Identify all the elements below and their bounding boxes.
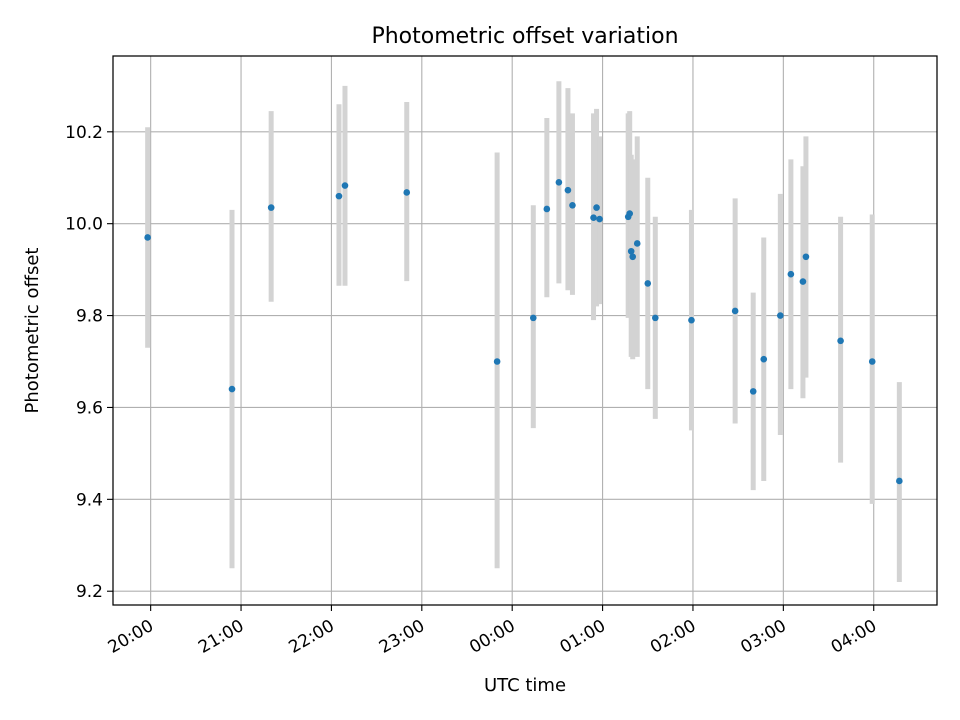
data-point [627,247,635,255]
data-point [868,358,876,365]
data-point [493,358,501,365]
data-point [228,385,236,393]
data-point [341,182,349,189]
y-tick-label: 9.6 [76,398,103,418]
data-point [749,388,757,395]
y-tick-label: 10.0 [65,215,103,235]
data-point [799,278,807,285]
data-point [896,477,903,485]
y-tick-label: 9.4 [76,490,103,510]
data-point [644,280,652,287]
data-point [837,337,844,345]
x-axis-label: UTC time [484,675,566,696]
data-point [760,355,768,363]
data-point [564,186,572,194]
data-point [144,234,151,241]
y-axis-ticks: 9.2 9.4 9.6 9.8 10.0 10.2 [65,123,113,602]
data-point [529,314,537,322]
data-points [144,179,903,485]
data-point [403,189,411,196]
data-point [688,316,695,324]
chart-title: Photometric offset variation [371,24,678,49]
data-point [633,240,641,247]
data-point [626,210,633,217]
data-point [802,253,810,261]
plot-area [113,56,937,605]
data-point [596,215,603,223]
data-point [543,205,551,213]
data-point [652,314,659,322]
data-point [569,202,576,209]
data-point [629,253,637,261]
plot-frame [112,55,938,606]
y-tick-label: 9.8 [76,307,103,327]
data-point [731,307,739,315]
data-point [787,270,795,278]
y-tick-label: 9.2 [76,582,103,602]
y-axis-label: Photometric offset [22,248,43,414]
data-point [555,179,563,186]
grid [113,56,937,605]
data-point [593,204,600,211]
data-point [335,192,343,200]
data-point [777,312,784,319]
y-tick-label: 10.2 [65,123,103,143]
data-point [267,204,275,211]
data-point [590,214,597,222]
